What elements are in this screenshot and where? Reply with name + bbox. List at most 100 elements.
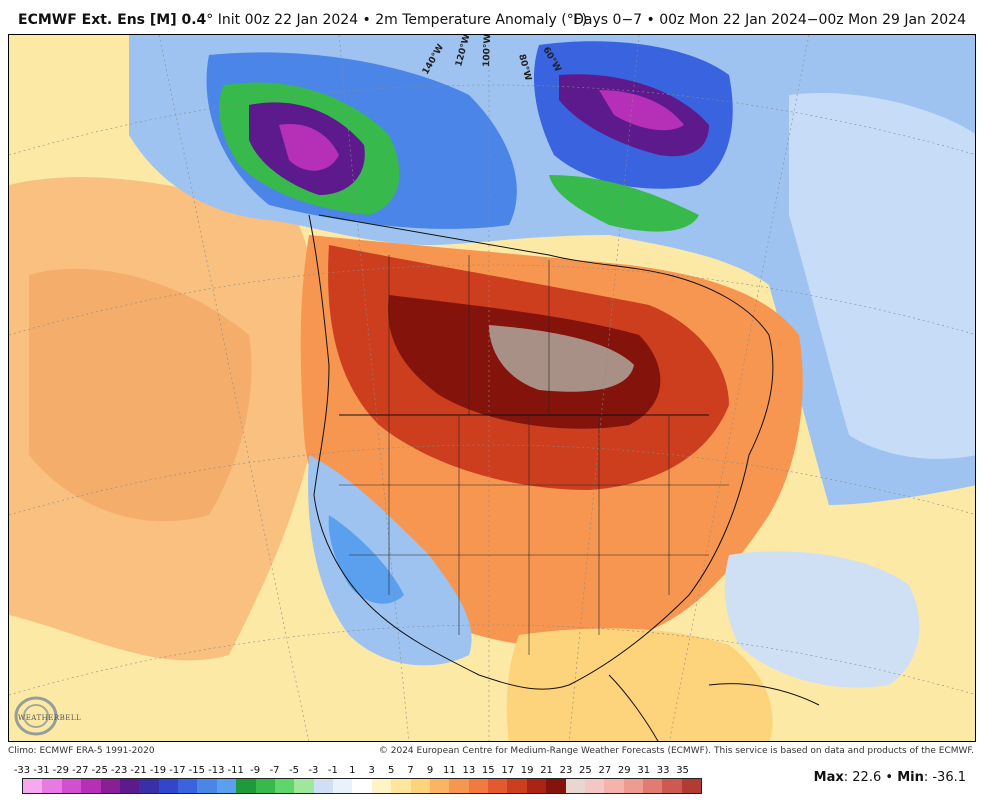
scale-label: -31: [33, 765, 50, 776]
scale-label: 9: [426, 765, 434, 776]
scale-swatch: [662, 779, 682, 793]
scale-label: -27: [72, 765, 89, 776]
scale-swatch: [158, 779, 178, 793]
scale-label: 7: [407, 765, 414, 776]
scale-label: -9: [250, 765, 261, 776]
scale-label: 23: [559, 765, 573, 776]
scale-label: -5: [289, 765, 299, 776]
scale-label: 19: [520, 765, 534, 776]
scale-label: 15: [481, 765, 495, 776]
scale-swatch: [371, 779, 392, 793]
scale-swatch: [333, 779, 353, 793]
anomaly-map: 140°W 120°W 100°W 80°W 60°W: [8, 34, 976, 742]
scale-swatch: [391, 779, 411, 793]
color-scale-labels: -33 -31 -29 -27 -25 -23 -21 -19 -17 -15 -13 -11 -9 -7…: [13, 765, 713, 777]
scale-label: -29: [52, 765, 70, 776]
scale-swatch: [429, 779, 450, 793]
scale-swatch: [81, 779, 101, 793]
model-name: ECMWF Ext. Ens [M] 0.4: [18, 12, 207, 28]
greenland-magenta-core: [599, 90, 684, 131]
scale-swatch: [565, 779, 585, 793]
alaska-magenta-core: [279, 124, 339, 171]
min-value: -36.1: [932, 770, 966, 785]
weatherbell-logo-icon: [14, 696, 58, 736]
scale-label: 25: [579, 765, 592, 776]
stats-separator: •: [885, 770, 894, 785]
climo-note: Climo: ECMWF ERA-5 1991-2020: [8, 746, 155, 756]
scale-label: -15: [188, 765, 206, 776]
max-anomaly-core: [489, 325, 634, 392]
graticule: [9, 35, 975, 741]
scale-label: -25: [91, 765, 108, 776]
scale-swatch: [197, 779, 217, 793]
scale-label: -1: [327, 765, 338, 776]
atlantic-pale-region: [789, 93, 975, 459]
max-value: 22.6: [852, 770, 882, 785]
scale-label: 27: [598, 765, 612, 776]
gulf-warm-region: [506, 628, 773, 741]
scale-swatch: [313, 779, 333, 793]
valid-range: Days 0−7 • 00z Mon 22 Jan 2024−00z Mon 2…: [573, 12, 966, 28]
scale-swatch: [643, 779, 663, 793]
scale-label: -17: [169, 765, 186, 776]
map-canvas: 140°W 120°W 100°W 80°W 60°W: [9, 35, 975, 741]
scale-swatch: [488, 779, 508, 793]
scale-swatch: [546, 779, 566, 793]
scale-label: 3: [368, 765, 375, 776]
scale-label: -19: [149, 765, 167, 776]
scale-label: 21: [540, 765, 553, 776]
scale-swatch: [468, 779, 488, 793]
scale-label: 13: [462, 765, 476, 776]
scale-label: 11: [443, 765, 456, 776]
caribbean-cool-region: [724, 551, 920, 688]
scale-label: 17: [501, 765, 515, 776]
coastlines: [308, 214, 820, 741]
scale-swatch: [255, 779, 275, 793]
scale-label: -3: [308, 765, 319, 776]
baffin-green-region: [549, 175, 699, 232]
scale-swatch: [274, 779, 295, 793]
map-header: ECMWF Ext. Ens [M] 0.4° Init 00z 22 Jan …: [0, 0, 984, 34]
state-borders: [339, 255, 729, 655]
lon-label-100w: 100°W: [482, 35, 493, 67]
scale-swatch: [100, 779, 120, 793]
min-label: Min: [897, 770, 924, 785]
scale-label: 5: [387, 765, 395, 776]
scale-swatch: [526, 779, 547, 793]
scale-swatch: [23, 779, 43, 793]
scale-swatch: [294, 779, 314, 793]
scale-label: -23: [110, 765, 128, 776]
copyright-note: © 2024 European Centre for Medium-Range …: [378, 746, 974, 756]
scale-label: -21: [130, 765, 147, 776]
southwest-cool-core: [328, 515, 404, 604]
scale-label: -7: [269, 765, 280, 776]
scale-swatch: [236, 779, 256, 793]
color-scale-bar: [22, 778, 702, 794]
scale-swatch: [584, 779, 605, 793]
scale-swatch: [681, 779, 702, 793]
scale-label: 33: [656, 765, 670, 776]
map-title: ECMWF Ext. Ens [M] 0.4° Init 00z 22 Jan …: [18, 12, 587, 28]
scale-swatch: [42, 779, 62, 793]
scale-swatch: [449, 779, 469, 793]
title-details: ° Init 00z 22 Jan 2024 • 2m Temperature …: [206, 12, 588, 28]
scale-label: 1: [349, 765, 356, 776]
scale-swatch: [61, 779, 82, 793]
scale-swatch: [216, 779, 237, 793]
scale-label: 31: [637, 765, 651, 776]
pacific-warm-core: [29, 268, 252, 522]
scale-swatch: [604, 779, 624, 793]
scale-swatch: [178, 779, 198, 793]
logo-text: WEATHERBELL: [18, 714, 82, 722]
scale-swatch: [139, 779, 159, 793]
scale-label: -13: [208, 765, 225, 776]
scale-swatch: [352, 779, 372, 793]
scale-label: 35: [676, 765, 689, 776]
southwest-cool-region: [308, 455, 472, 666]
scale-label: -33: [13, 765, 31, 776]
max-label: Max: [813, 770, 844, 785]
scale-label: 29: [617, 765, 631, 776]
scale-label: -11: [227, 765, 244, 776]
scale-swatch: [410, 779, 430, 793]
scale-swatch: [507, 779, 527, 793]
